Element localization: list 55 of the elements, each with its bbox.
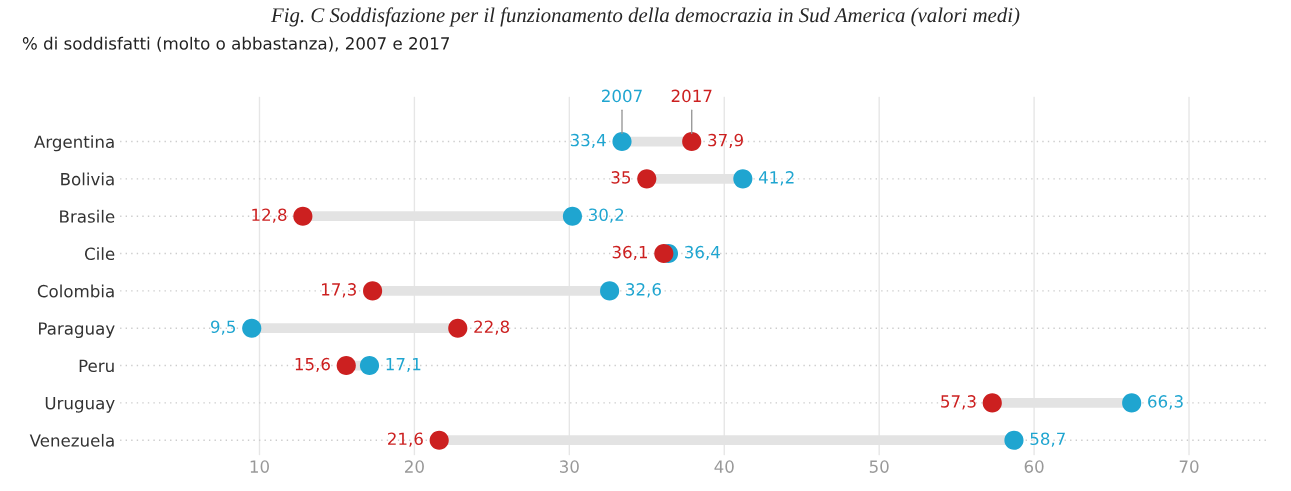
point (600, 281, 620, 301)
x-tick-label: 20 (405, 460, 424, 473)
point (637, 169, 657, 189)
data-label: 22,8 (474, 320, 510, 335)
x-tick-label: 70 (1179, 460, 1199, 473)
point (982, 393, 1002, 413)
point (293, 206, 313, 226)
x-tick-label: 50 (869, 460, 889, 473)
point (448, 318, 468, 338)
y-tick-label: Paraguay (39, 322, 115, 339)
x-tick-label: 60 (1024, 460, 1044, 473)
data-label: 32,6 (626, 283, 661, 298)
data-label: 9,5 (211, 320, 236, 335)
point (682, 131, 702, 152)
text: 2017 (671, 89, 712, 103)
point (429, 430, 449, 450)
data-label: 33,4 (570, 133, 606, 149)
point (363, 281, 383, 301)
data-label: 58,7 (1030, 432, 1065, 447)
point (654, 243, 674, 264)
point (242, 318, 262, 338)
data-label: 21,6 (388, 432, 423, 447)
point (1122, 393, 1142, 413)
y-tick-label: Colombia (37, 284, 114, 298)
data-label: 17,3 (322, 283, 356, 298)
data-label: 15,6 (295, 357, 330, 373)
point (1004, 430, 1024, 450)
chart-subtitle: % di soddisfatti (molto o abbastanza), 2007 e 2017 (22, 36, 450, 52)
x-tick-label: 10 (250, 460, 269, 473)
point (733, 169, 753, 189)
y-tick-label: Brasile (60, 209, 115, 223)
data-label: 17,1 (386, 358, 421, 373)
y-tick-label: Bolivia (61, 172, 114, 186)
chart-title: Fig. C Soddisfazione per il funzionamento della democrazia in Sud America (valori medi) (270, 7, 1020, 27)
data-label: 57,3 (941, 395, 976, 410)
data-label: 12,8 (252, 208, 287, 223)
point (612, 131, 632, 152)
y-tick-label: Cile (84, 247, 115, 261)
y-tick-label: Uruguay (45, 397, 115, 413)
data-label: 36,1 (612, 245, 648, 261)
data-label: 41,2 (758, 171, 794, 186)
y-tick-label: Peru (79, 359, 114, 373)
data-label: 30,2 (588, 208, 624, 223)
point (562, 206, 582, 226)
y-tick-label: Venezuela (29, 433, 114, 447)
data-label: 37,9 (708, 133, 743, 149)
y-tick-label: Argentina (34, 135, 114, 152)
text: 2007 (602, 89, 642, 103)
data-label: 35 (611, 171, 631, 184)
point (359, 355, 380, 376)
x-tick-label: 30 (560, 460, 579, 473)
data-label: 66,3 (1148, 395, 1183, 410)
point (336, 355, 356, 376)
x-tick-label: 40 (714, 460, 734, 473)
data-label: 36,4 (685, 245, 720, 261)
